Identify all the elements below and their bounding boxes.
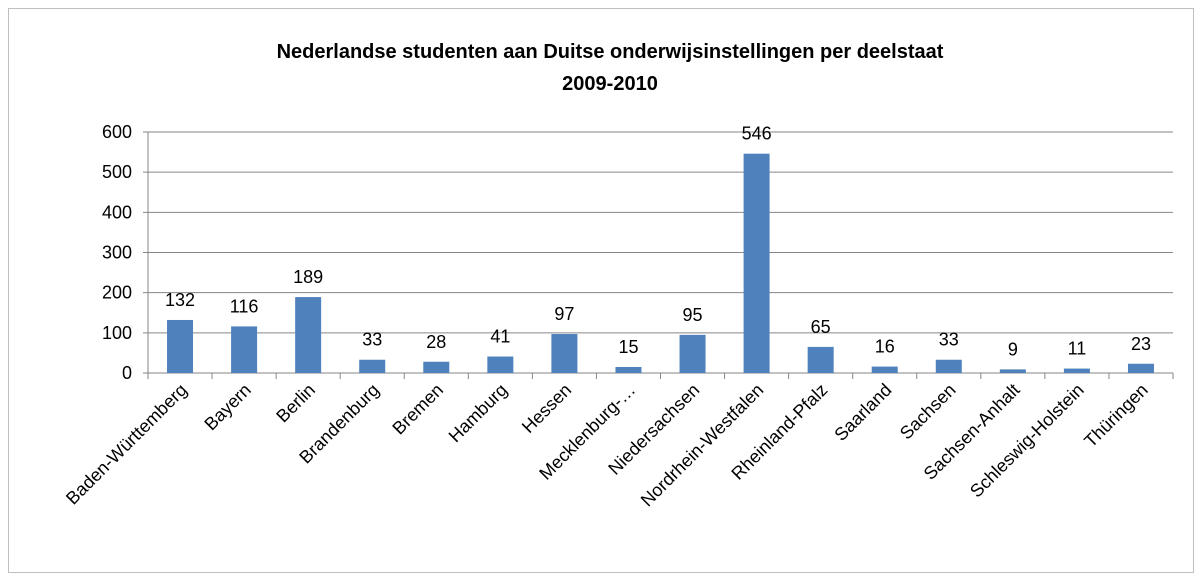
bar bbox=[743, 153, 770, 373]
data-label: 97 bbox=[554, 304, 574, 324]
data-label: 16 bbox=[875, 337, 895, 357]
data-label: 33 bbox=[939, 330, 959, 350]
data-label: 116 bbox=[230, 296, 259, 316]
bar bbox=[231, 326, 258, 373]
y-tick-label: 300 bbox=[102, 243, 132, 263]
bar bbox=[359, 359, 386, 373]
y-tick-label: 600 bbox=[102, 122, 132, 142]
data-label: 11 bbox=[1068, 339, 1087, 359]
y-tick-label: 100 bbox=[102, 323, 132, 343]
data-label: 41 bbox=[490, 327, 510, 347]
bar bbox=[423, 361, 450, 373]
bar bbox=[999, 369, 1026, 373]
data-label: 15 bbox=[618, 337, 638, 357]
bar bbox=[807, 346, 834, 373]
data-label: 28 bbox=[426, 332, 446, 352]
data-label: 132 bbox=[165, 290, 195, 310]
bar bbox=[935, 359, 962, 373]
bar bbox=[487, 356, 514, 373]
bar bbox=[295, 297, 322, 373]
y-tick-label: 200 bbox=[102, 283, 132, 303]
data-label: 65 bbox=[811, 317, 831, 337]
y-tick-label: 500 bbox=[102, 162, 132, 182]
bar bbox=[615, 366, 642, 373]
y-tick-label: 0 bbox=[122, 363, 132, 383]
bar bbox=[1127, 363, 1154, 373]
chart-title: 2009-2010 bbox=[562, 73, 658, 95]
bar bbox=[871, 366, 898, 373]
y-tick-label: 400 bbox=[102, 202, 132, 222]
bar bbox=[1063, 368, 1090, 373]
data-label: 33 bbox=[362, 330, 382, 350]
bar bbox=[679, 334, 706, 373]
chart-title: Nederlandse studenten aan Duitse onderwi… bbox=[277, 41, 944, 63]
data-label: 23 bbox=[1131, 334, 1151, 354]
data-label: 95 bbox=[683, 305, 703, 325]
bar bbox=[167, 319, 194, 373]
chart-border bbox=[8, 8, 1194, 573]
bar bbox=[551, 334, 578, 373]
data-label: 9 bbox=[1008, 339, 1018, 359]
data-label: 189 bbox=[293, 267, 323, 287]
data-label: 546 bbox=[742, 124, 772, 144]
